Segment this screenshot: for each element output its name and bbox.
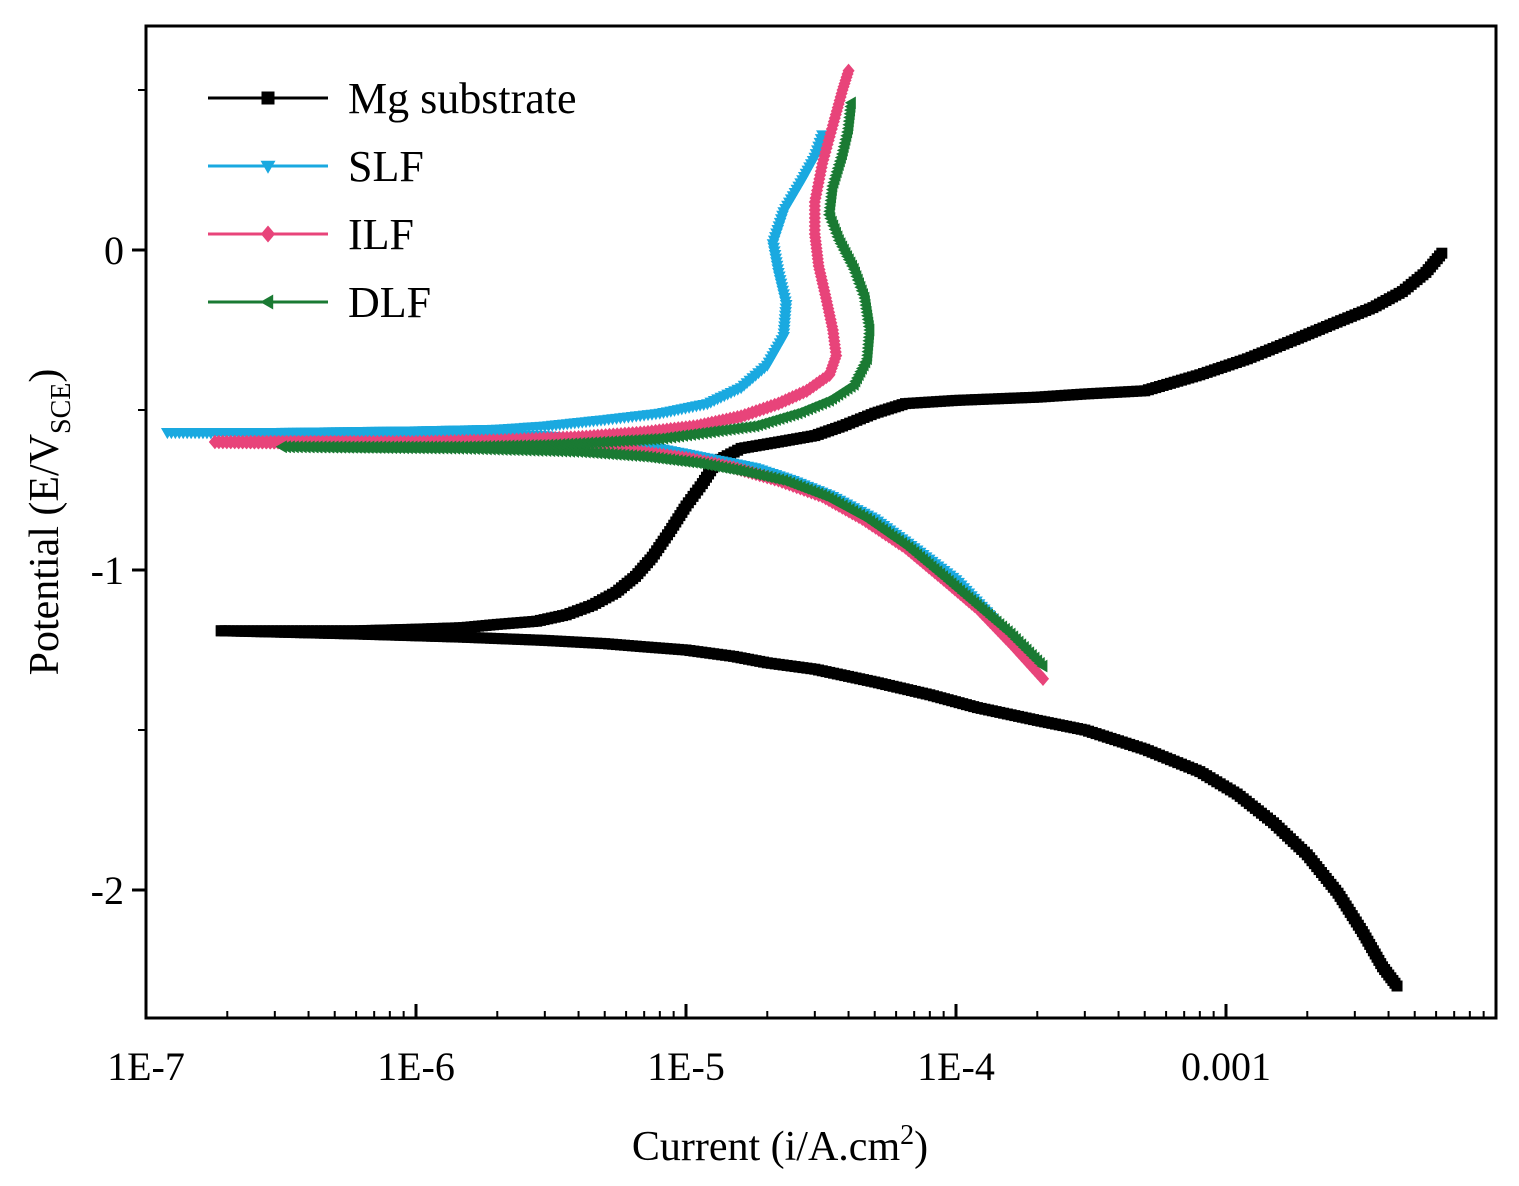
x-axis-label: Current (i/A.cm — [632, 1124, 901, 1170]
legend-marker — [260, 160, 276, 174]
mg-substrate-point — [1391, 980, 1403, 992]
y-axis-label: Potential (E/V — [22, 434, 68, 675]
x-tick-label: 1E-5 — [647, 1044, 725, 1089]
legend-item-ilf: ILF — [208, 210, 414, 259]
series-dlf — [275, 96, 1048, 673]
legend-label: DLF — [348, 278, 431, 327]
x-axis-title: Current (i/A.cm2) — [632, 1120, 928, 1170]
x-axis-label-close: ) — [914, 1124, 928, 1170]
x-axis-label-superscript: 2 — [900, 1120, 914, 1151]
legend-label: ILF — [348, 210, 414, 259]
x-tick-label: 1E-7 — [107, 1044, 185, 1089]
dlf-point — [844, 96, 856, 110]
legend-item-slf: SLF — [208, 142, 424, 191]
series-layer — [161, 63, 1448, 992]
y-axis-label-subscript: SCE — [46, 383, 77, 434]
x-tick-label: 1E-6 — [377, 1044, 455, 1089]
y-tick-label: -2 — [91, 868, 124, 913]
y-tick-label: 0 — [104, 228, 124, 273]
x-axis-ticks: 1E-7 1E-6 1E-5 1E-4 0.001 — [107, 1004, 1485, 1089]
legend-label: SLF — [348, 142, 424, 191]
ilf-point — [1036, 671, 1050, 686]
legend-label: Mg substrate — [348, 74, 577, 123]
legend-item-dlf: DLF — [208, 278, 431, 327]
ilf-point — [842, 63, 855, 78]
y-axis-label-close: ) — [22, 369, 68, 383]
x-tick-label: 0.001 — [1181, 1044, 1271, 1089]
legend-marker — [260, 294, 274, 310]
dlf-point — [1036, 659, 1048, 673]
plot-frame — [144, 24, 1498, 1020]
y-axis-title: Potential (E/VSCE) — [22, 369, 77, 676]
x-tick-label: 1E-4 — [917, 1044, 995, 1089]
legend-marker — [261, 91, 275, 105]
y-tick-label: -1 — [91, 548, 124, 593]
mg-substrate-point — [1436, 247, 1448, 259]
legend: Mg substrate SLF ILF DLF — [208, 74, 577, 327]
y-axis-ticks: 0 -1 -2 — [91, 89, 146, 913]
legend-item-mg-substrate: Mg substrate — [208, 74, 577, 123]
legend-marker — [260, 225, 276, 243]
series-mg-substrate — [215, 247, 1448, 992]
